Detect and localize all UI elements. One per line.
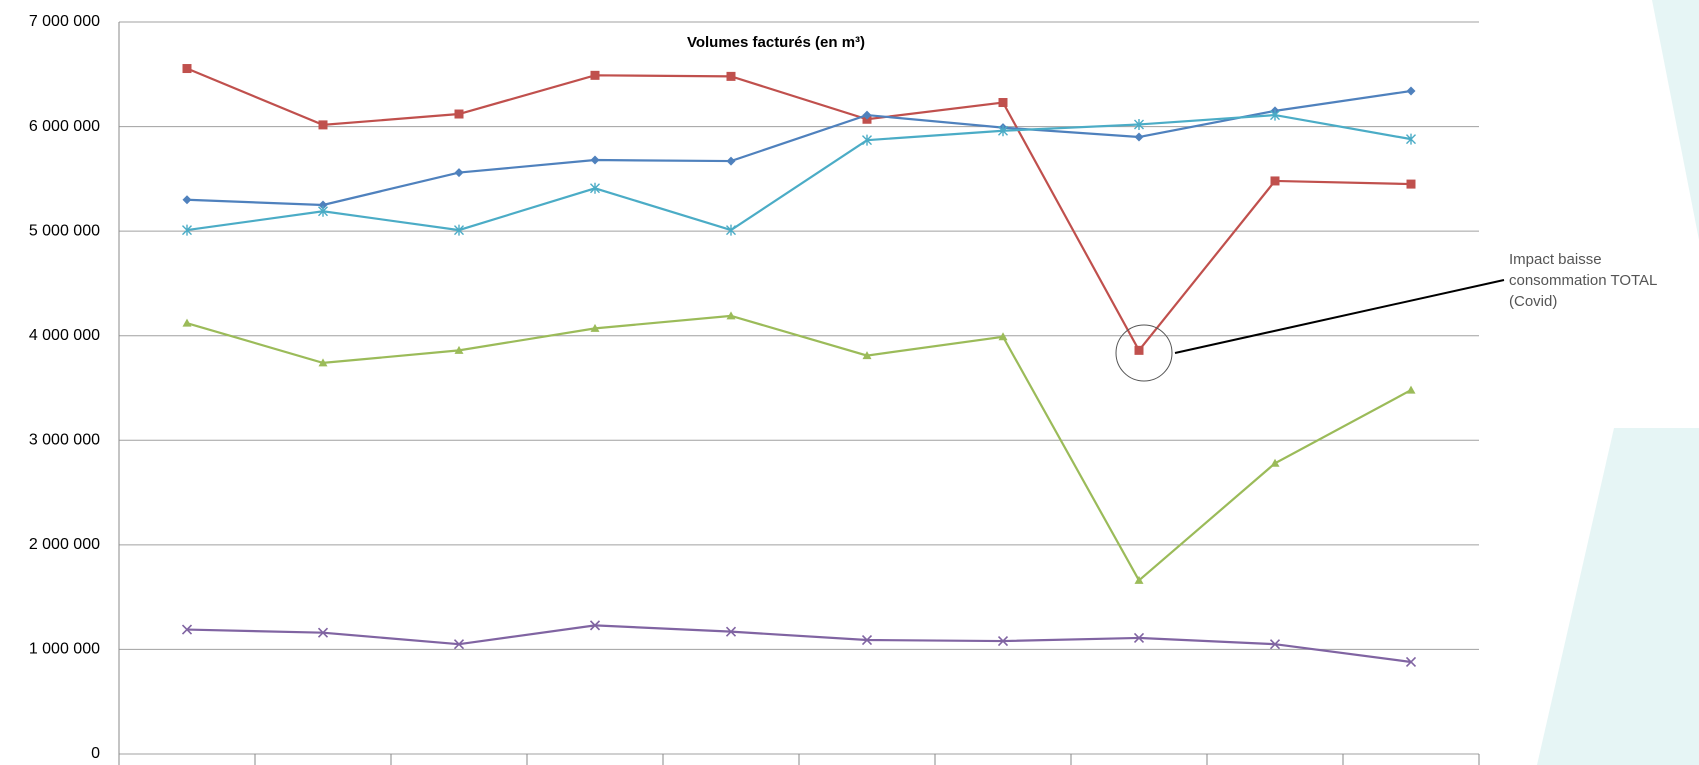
marker bbox=[1270, 109, 1280, 121]
series-line bbox=[186, 89, 1412, 207]
marker bbox=[726, 311, 736, 320]
marker bbox=[182, 318, 192, 327]
y-tick-label: 2 000 000 bbox=[29, 536, 100, 553]
marker bbox=[1406, 179, 1416, 189]
marker bbox=[1406, 385, 1416, 394]
decor bbox=[1652, 0, 1699, 240]
marker bbox=[998, 98, 1008, 108]
marker bbox=[454, 168, 464, 178]
marker bbox=[318, 358, 328, 367]
marker bbox=[726, 71, 736, 81]
marker bbox=[861, 634, 873, 646]
marker bbox=[998, 125, 1008, 137]
marker bbox=[590, 155, 600, 165]
marker bbox=[318, 200, 328, 210]
marker bbox=[318, 120, 328, 130]
y-tick-label: 3 000 000 bbox=[29, 432, 100, 449]
marker bbox=[997, 635, 1009, 647]
marker bbox=[1134, 575, 1144, 584]
marker bbox=[862, 351, 872, 360]
series-line bbox=[186, 314, 1412, 583]
marker bbox=[182, 195, 192, 205]
marker bbox=[1406, 86, 1416, 96]
marker bbox=[589, 620, 601, 631]
y-tick-label: 1 000 000 bbox=[29, 641, 100, 658]
marker bbox=[1134, 345, 1144, 355]
chart-title: Volumes facturés (en m³) bbox=[687, 34, 865, 51]
marker bbox=[317, 627, 329, 638]
marker bbox=[318, 205, 328, 217]
y-tick-label: 4 000 000 bbox=[29, 327, 100, 344]
marker bbox=[454, 109, 464, 119]
marker bbox=[1270, 176, 1280, 186]
marker bbox=[1133, 632, 1145, 643]
marker bbox=[1406, 133, 1416, 145]
marker bbox=[590, 70, 600, 80]
annotation-text: consommation TOTAL bbox=[1509, 272, 1657, 289]
y-tick-label: 5 000 000 bbox=[29, 222, 100, 239]
marker bbox=[862, 110, 872, 120]
marker bbox=[1134, 118, 1144, 130]
series-line bbox=[186, 113, 1412, 232]
marker bbox=[1270, 458, 1280, 467]
annotation-text: (Covid) bbox=[1509, 293, 1557, 310]
annotation-circle bbox=[1115, 324, 1173, 382]
y-tick-label: 6 000 000 bbox=[29, 118, 100, 135]
marker bbox=[454, 224, 464, 236]
marker bbox=[182, 64, 192, 74]
marker bbox=[1405, 656, 1417, 668]
marker bbox=[1134, 132, 1144, 142]
y-tick-label: 0 bbox=[91, 745, 100, 762]
marker bbox=[181, 624, 193, 635]
marker bbox=[453, 639, 465, 650]
marker bbox=[590, 323, 600, 332]
series-line bbox=[186, 624, 1412, 664]
marker bbox=[726, 224, 736, 236]
marker bbox=[725, 626, 737, 637]
marker bbox=[726, 156, 736, 166]
marker bbox=[454, 345, 464, 354]
marker bbox=[1269, 639, 1281, 650]
annotation-line bbox=[1174, 279, 1505, 354]
marker bbox=[862, 134, 872, 146]
marker bbox=[998, 332, 1008, 341]
marker bbox=[590, 182, 600, 194]
marker bbox=[182, 224, 192, 236]
y-tick-label: 7 000 000 bbox=[29, 13, 100, 30]
series-line bbox=[186, 67, 1412, 353]
decor bbox=[1537, 428, 1699, 765]
annotation-text: Impact baisse bbox=[1509, 251, 1602, 268]
